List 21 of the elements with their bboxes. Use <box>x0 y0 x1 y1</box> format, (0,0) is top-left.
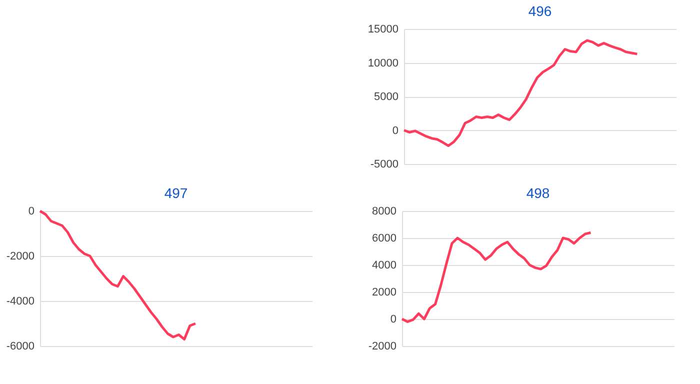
line-series <box>38 210 197 340</box>
y-tick-label: 0 <box>390 314 396 326</box>
y-tick-label: -5000 <box>370 158 398 170</box>
y-tick-label: 10000 <box>368 57 398 70</box>
y-tick-label: 5000 <box>374 91 398 103</box>
chart-title: 497 <box>164 185 188 201</box>
y-tick-label: 4000 <box>372 260 396 272</box>
y-tick-label: 0 <box>392 124 398 137</box>
chart-title: 498 <box>526 185 550 201</box>
y-tick-label: -2000 <box>368 340 396 352</box>
y-tick-label: 2000 <box>372 286 396 298</box>
line-series <box>400 231 592 323</box>
y-tick-label: -4000 <box>6 296 34 308</box>
y-tick-label: -2000 <box>6 250 34 262</box>
y-tick-label: 15000 <box>368 24 398 36</box>
y-tick-label: 0 <box>28 206 34 218</box>
y-tick-label: 6000 <box>372 232 396 244</box>
y-tick-label: -6000 <box>6 340 34 352</box>
y-tick-label: 8000 <box>372 206 396 218</box>
chart-title: 496 <box>528 3 552 19</box>
line-series <box>402 39 638 148</box>
